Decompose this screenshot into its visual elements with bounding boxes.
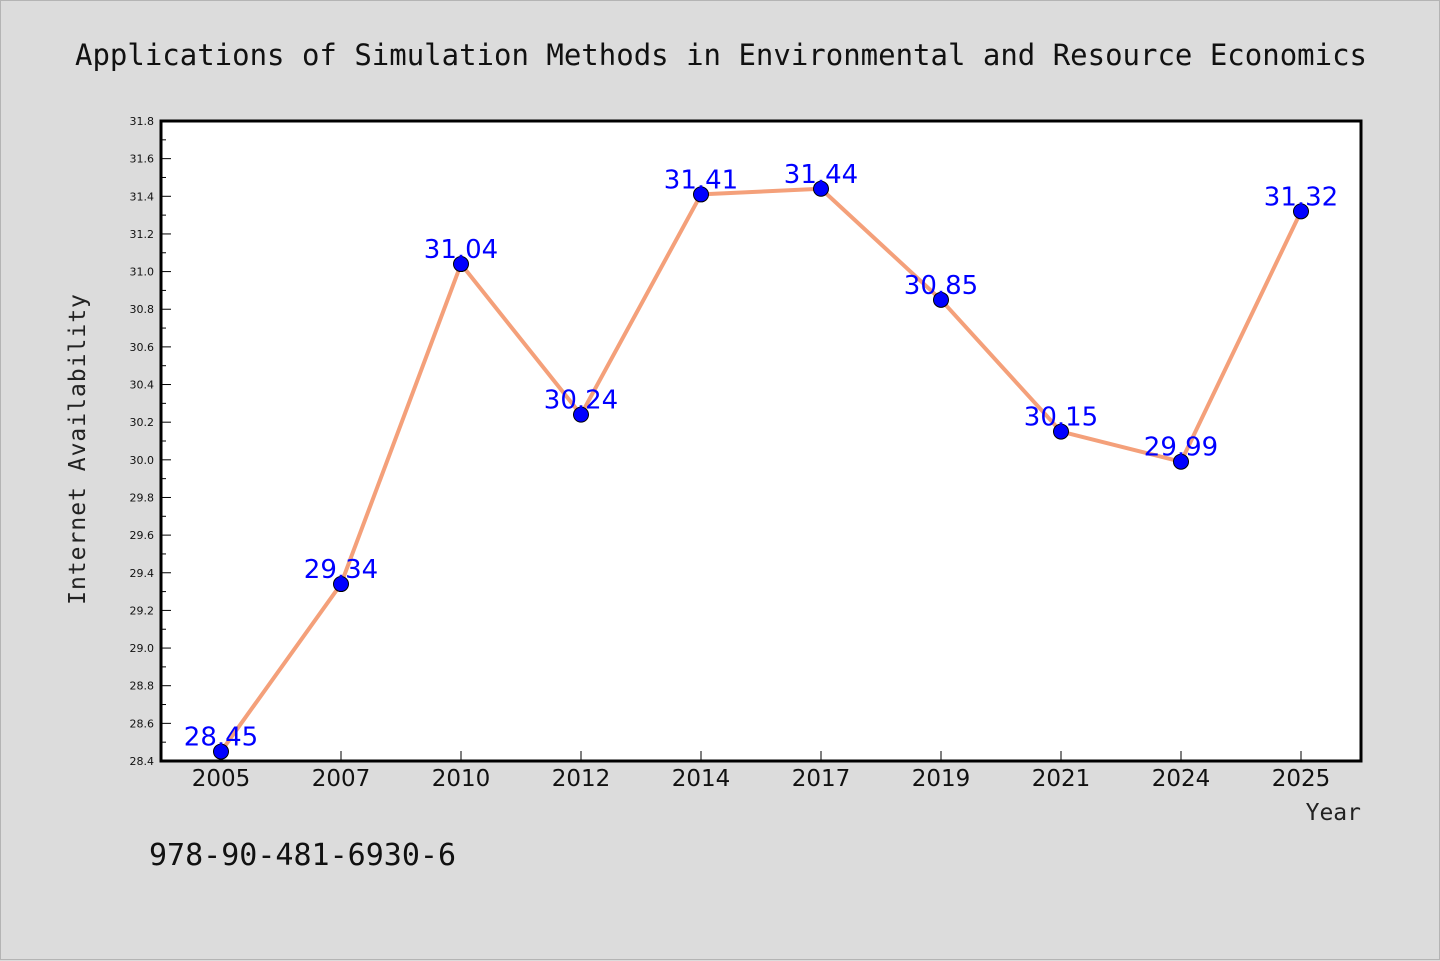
y-tick-label: 31.6 (130, 153, 155, 166)
plot-area (159, 119, 1363, 763)
y-tick-label: 29.6 (130, 529, 155, 542)
data-label: 28.45 (184, 723, 258, 753)
y-tick-label: 28.8 (130, 680, 155, 693)
data-labels: 28.45 29.34 31.04 30.24 31.41 31.44 30.85 30.15… (184, 160, 1338, 753)
y-tick-label: 31.8 (130, 115, 155, 128)
data-label: 30.15 (1024, 403, 1098, 433)
y-tick-label: 28.4 (130, 755, 155, 768)
data-label: 31.44 (784, 160, 858, 190)
y-tick-label: 28.6 (130, 717, 155, 730)
x-tick-label: 2021 (1032, 766, 1091, 792)
y-tick-label: 30.0 (130, 454, 155, 467)
y-tick-label: 29.2 (130, 604, 155, 617)
x-tick-label: 2025 (1272, 766, 1331, 792)
data-label: 31.41 (664, 165, 738, 195)
data-point (1293, 203, 1309, 220)
data-label: 31.32 (1264, 182, 1338, 212)
data-markers (213, 180, 1309, 760)
y-tick-label: 29.4 (130, 567, 155, 580)
data-label: 29.99 (1144, 433, 1218, 463)
data-point (333, 576, 349, 593)
x-axis: 2005 2007 2010 2012 2014 2017 2019 2021 2024 2025 (192, 751, 1331, 792)
x-tick-label: 2005 (192, 766, 251, 792)
y-tick-label: 30.6 (130, 341, 155, 354)
y-tick-label: 31.4 (130, 190, 155, 203)
x-tick-label: 2019 (912, 766, 971, 792)
y-tick-label: 30.8 (130, 303, 155, 316)
x-tick-label: 2010 (432, 766, 491, 792)
data-point (213, 743, 229, 760)
data-label: 30.85 (904, 271, 978, 301)
y-tick-label: 29.0 (130, 642, 155, 655)
x-tick-label: 2024 (1152, 766, 1211, 792)
x-tick-label: 2012 (552, 766, 611, 792)
data-point (933, 291, 949, 308)
x-axis-label: Year (1306, 800, 1361, 826)
chart-title: Applications of Simulation Methods in En… (75, 38, 1367, 72)
data-label: 29.34 (304, 555, 378, 585)
data-point (453, 256, 469, 273)
data-point (1053, 423, 1069, 440)
data-point (1173, 453, 1189, 470)
y-tick-label: 31.0 (130, 266, 155, 279)
y-axis: 28.4 28.6 28.8 29.0 29.2 29.4 29.6 29.8 30.0 30.2… (130, 115, 171, 768)
y-tick-label: 30.4 (130, 379, 155, 392)
y-tick-label: 29.8 (130, 491, 155, 504)
data-label: 30.24 (544, 386, 618, 416)
isbn-text: 978-90-481-6930-6 (149, 838, 456, 873)
x-tick-label: 2007 (312, 766, 371, 792)
series-line (219, 186, 1303, 753)
data-point (693, 186, 709, 203)
x-tick-label: 2017 (792, 766, 851, 792)
y-tick-label: 30.2 (130, 416, 155, 429)
data-point (813, 180, 829, 197)
y-axis-label: Internet Availability (65, 293, 91, 605)
data-point (573, 406, 589, 423)
y-tick-label: 31.2 (130, 228, 155, 241)
x-tick-label: 2014 (672, 766, 731, 792)
data-label: 31.04 (424, 235, 498, 265)
